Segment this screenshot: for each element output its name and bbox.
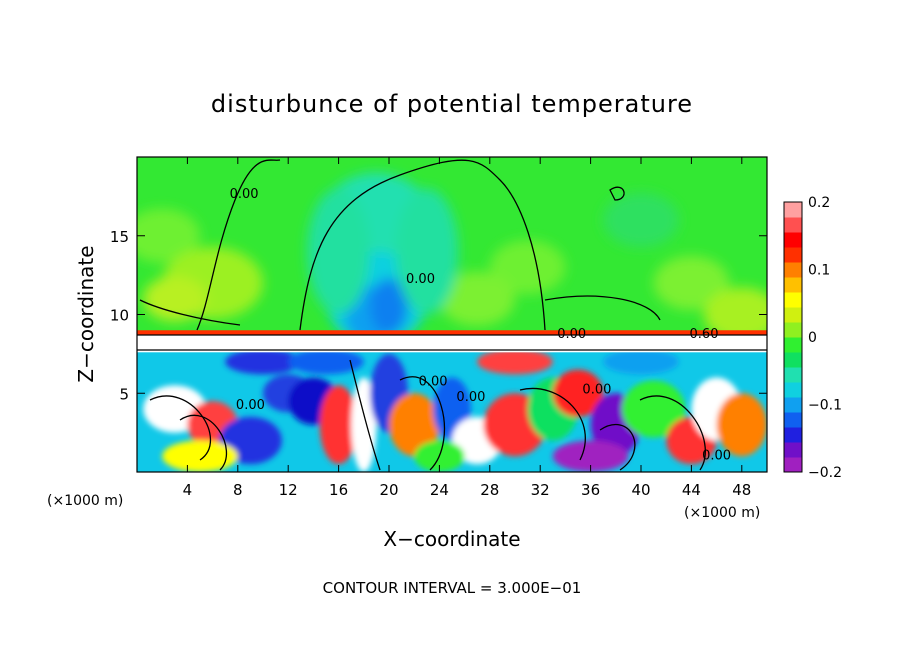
x-tick-label: 8 [233, 481, 243, 499]
x-unit-label-left: (×1000 m) [47, 493, 123, 509]
heatmap-field [137, 172, 767, 472]
contour-line [299, 159, 546, 331]
colorbar-swatch [784, 382, 802, 398]
colorbar-swatch [784, 397, 802, 413]
contour-label: 0.00 [406, 272, 435, 287]
x-tick-label: 12 [279, 481, 298, 499]
contour-label: 0.00 [230, 187, 259, 202]
colorbar-swatch [784, 277, 802, 293]
contour-label: 0.60 [690, 327, 719, 342]
contour-label: 0.00 [702, 448, 731, 463]
colorbar-swatch [784, 412, 802, 428]
contour-line [599, 423, 636, 471]
contour-line [196, 159, 281, 331]
colorbar-tick-label: 0.1 [808, 263, 830, 279]
x-tick-label: 48 [732, 481, 751, 499]
x-unit-label-right: (×1000 m) [684, 505, 760, 521]
colorbar-swatch [784, 202, 802, 218]
colorbar-swatch [784, 442, 802, 458]
x-tick-label: 4 [183, 481, 193, 499]
colorbar-swatch [784, 322, 802, 338]
contour-line [639, 395, 706, 471]
plot-area: 0.00 0.00 0.00 0.00 0.00 0.00 0.00 0.00 0.60 [137, 157, 767, 472]
chart-title: disturbunce of potential temperature [211, 90, 693, 118]
x-tick-label: 16 [329, 481, 348, 499]
y-axis-ticks: 5 10 15 [110, 228, 767, 403]
contour-interval-footer: CONTOUR INTERVAL = 3.000E−01 [323, 579, 582, 597]
colorbar-swatch [784, 337, 802, 353]
y-axis-label: Z−coordinate [74, 245, 98, 382]
x-tick-label: 28 [480, 481, 499, 499]
colorbar: 0.2 0.1 0 −0.1 −0.2 [783, 195, 842, 481]
contour-line [149, 395, 212, 461]
contour-line [519, 387, 586, 461]
colorbar-frame [783, 201, 803, 473]
colorbar-swatch [784, 292, 802, 308]
colorbar-swatch [784, 457, 802, 473]
contour-label: 0.00 [456, 390, 485, 405]
colorbar-tick-label: 0 [808, 330, 817, 346]
x-axis-label: X−coordinate [383, 527, 520, 551]
colorbar-swatch [784, 367, 802, 383]
y-tick-label: 15 [110, 228, 129, 246]
colorbar-swatch [784, 427, 802, 443]
y-tick-label: 10 [110, 307, 129, 325]
colorbar-swatch [784, 262, 802, 278]
y-tick-label: 5 [119, 385, 129, 403]
colorbar-swatch [784, 307, 802, 323]
colorbar-swatch [784, 352, 802, 368]
colorbar-tick-label: −0.1 [808, 398, 842, 414]
contour-label: 0.00 [236, 398, 265, 413]
contour-label: 0.00 [582, 382, 611, 397]
contour-line [139, 299, 241, 326]
colorbar-tick-label: −0.2 [808, 465, 842, 481]
contour-lines [137, 159, 767, 471]
x-tick-label: 44 [682, 481, 701, 499]
colorbar-tick-label: 0.2 [808, 195, 830, 211]
contour-line [179, 414, 228, 471]
contour-label: 0.00 [419, 374, 448, 389]
contour-line [399, 376, 446, 471]
contour-label: 0.00 [557, 327, 586, 342]
colorbar-swatch [784, 232, 802, 248]
colorbar-swatch [784, 217, 802, 233]
contour-labels: 0.00 0.00 0.00 0.00 0.00 0.00 0.00 0.00 0.60 [230, 187, 731, 463]
x-axis-ticks: 4 8 12 16 20 24 28 32 36 40 44 48 [183, 157, 751, 499]
x-tick-label: 36 [581, 481, 600, 499]
colorbar-swatch [784, 247, 802, 263]
x-tick-label: 32 [531, 481, 550, 499]
contour-line [609, 186, 625, 201]
contour-line [349, 359, 381, 471]
x-tick-label: 20 [379, 481, 398, 499]
x-tick-label: 24 [430, 481, 449, 499]
contour-line [544, 295, 661, 321]
x-tick-label: 40 [631, 481, 650, 499]
